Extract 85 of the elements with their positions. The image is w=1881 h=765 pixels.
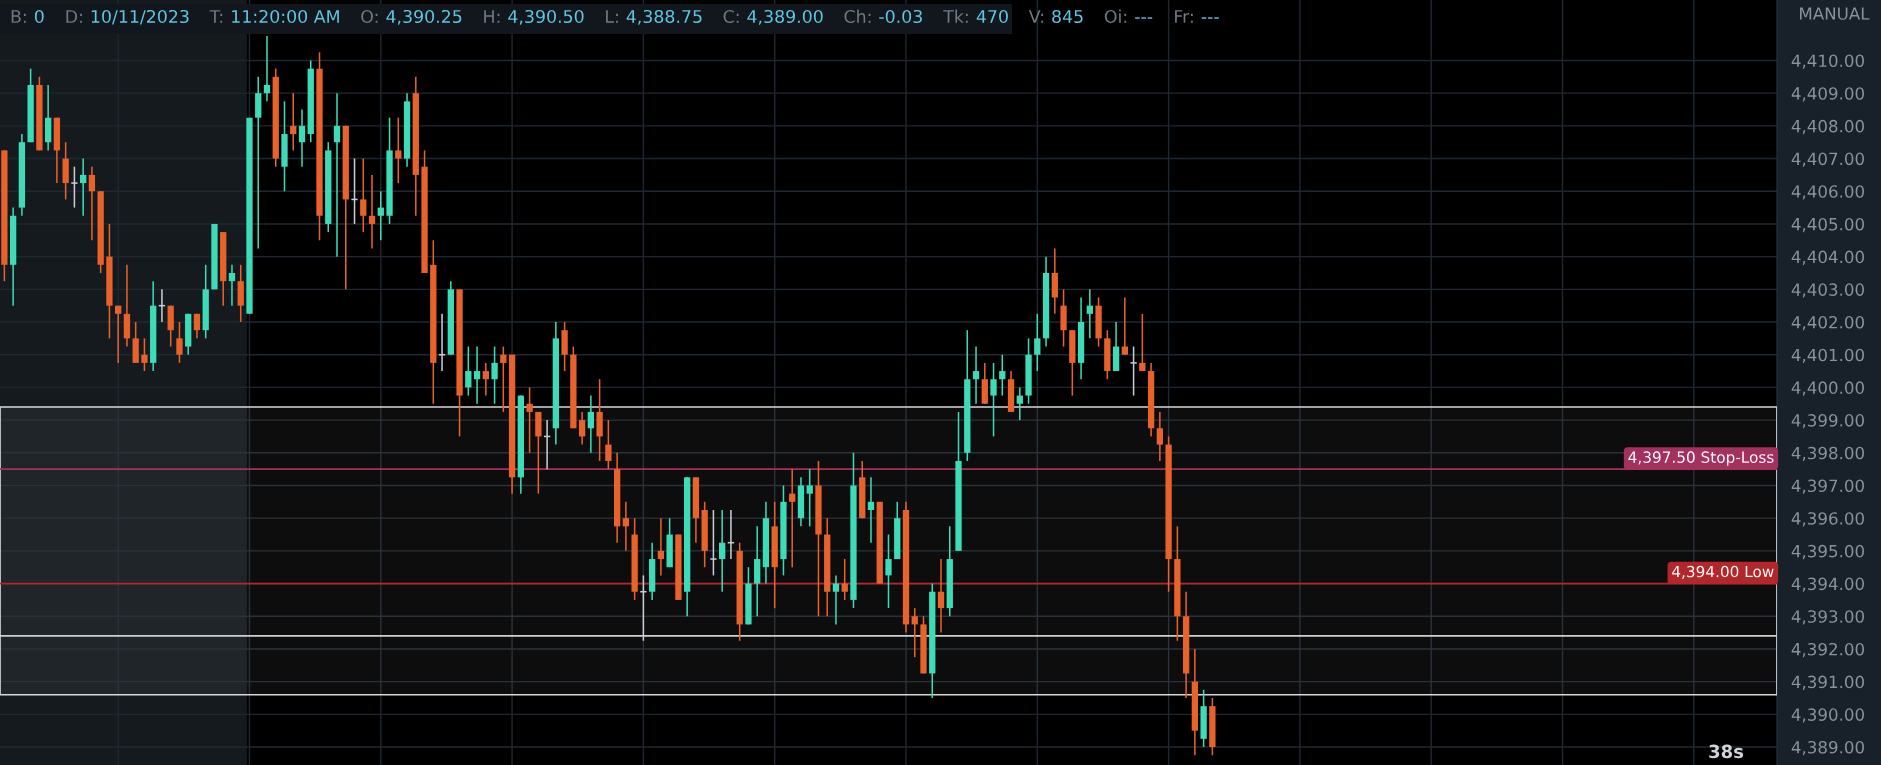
annotation: Tk: 470: [943, 9, 1008, 24]
annotation: O: 4,390.25: [361, 9, 462, 25]
y-tick-label: 4,396.00: [1791, 512, 1864, 527]
y-tick-label: 4,408.00: [1791, 119, 1864, 135]
y-tick-label: 4,405.00: [1791, 217, 1864, 233]
y-tick-label: 4,394.00: [1791, 577, 1864, 592]
candlestick: [395, 116, 402, 184]
candlestick: [605, 419, 612, 470]
candlestick: [578, 411, 586, 446]
candlestick: [70, 165, 79, 209]
candlestick: [115, 304, 122, 364]
y-tick-label: 4,398.00: [1791, 446, 1864, 462]
candlestick: [806, 468, 813, 528]
candlestick: [832, 574, 840, 626]
candlestick: [377, 190, 384, 242]
y-tick-label: 4,400.00: [1791, 381, 1864, 396]
annotation: D: 10/11/2023: [66, 9, 189, 25]
ref-line-label: 4,394.00 Low: [1672, 565, 1774, 579]
ref-line-label: 4,397.50 Stop-Loss: [1628, 451, 1774, 466]
candlestick: [1086, 288, 1093, 340]
y-tick-label: 4,401.00: [1791, 348, 1864, 363]
candlestick: [228, 264, 236, 307]
annotation: T: 11:20:00 AM: [209, 9, 339, 24]
y-tick-label: 4,399.00: [1791, 414, 1864, 429]
y-tick-label: 4,403.00: [1791, 283, 1864, 298]
candlestick: [193, 313, 201, 340]
candlestick: [263, 35, 271, 103]
candlestick: [867, 476, 875, 544]
candlestick: [473, 345, 481, 405]
annotation: Ch: -0.03: [844, 9, 922, 24]
candlestick: [491, 345, 498, 405]
y-tick-label: 4,407.00: [1791, 152, 1864, 167]
y-tick-label: 4,395.00: [1791, 544, 1864, 560]
candlestick: [622, 501, 630, 552]
candlestick: [1139, 313, 1146, 372]
y-tick-label: 4,392.00: [1791, 642, 1864, 658]
candlestick: [657, 517, 665, 577]
candlestick: [972, 345, 980, 405]
y-tick-label: 4,402.00: [1791, 315, 1864, 331]
candlestick: [789, 468, 796, 568]
candlestick: [990, 362, 997, 438]
candlestick: [1129, 345, 1138, 397]
candlestick: [1016, 386, 1023, 421]
candlestick: [298, 108, 306, 168]
annotation: C: 4,389.00: [723, 9, 823, 25]
candlestick: [526, 386, 533, 454]
y-tick-label: 4,409.00: [1791, 87, 1864, 102]
y-tick-label: 4,390.00: [1791, 708, 1864, 723]
candlestick: [709, 509, 718, 577]
candlestick: [482, 362, 489, 397]
annotation: B: 0: [11, 9, 44, 24]
candlestick: [1121, 296, 1128, 356]
y-tick-label: 4,391.00: [1791, 675, 1864, 690]
annotation: Fr: ---: [1175, 10, 1219, 23]
candlestick: [999, 353, 1006, 397]
annotation: V: 845: [1028, 9, 1083, 24]
annotation: 38s: [1709, 744, 1744, 759]
candlestick: [500, 345, 507, 413]
y-tick-label: 4,389.00: [1791, 740, 1864, 756]
candlestick: [368, 174, 376, 250]
candlestick: [176, 321, 183, 364]
annotation: L: 4,388.75: [606, 9, 702, 25]
y-tick-label: 4,410.00: [1791, 54, 1864, 69]
annotation: H: 4,390.50: [484, 9, 584, 25]
candlestick: [841, 558, 848, 601]
annotation: Oi: ---: [1104, 9, 1153, 24]
candlestick: [465, 345, 472, 397]
candlestick: [88, 165, 96, 242]
text: MANUAL: [1800, 7, 1870, 20]
candlestick: [885, 533, 892, 609]
candlestick: [937, 558, 945, 634]
candlestick: [290, 92, 297, 152]
candlestick: [333, 92, 341, 258]
candlestick: [1156, 411, 1163, 462]
y-tick-label: 4,404.00: [1791, 250, 1864, 265]
candlestick: [911, 607, 918, 658]
y-tick-label: 4,397.00: [1791, 479, 1864, 494]
candlestick: [141, 337, 148, 372]
candlestick: [719, 509, 726, 593]
candlestick: [587, 394, 595, 454]
candlestick: [360, 157, 367, 233]
y-tick-label: 4,406.00: [1791, 185, 1864, 200]
candlestick: [1034, 313, 1041, 372]
y-tick-label: 4,393.00: [1791, 610, 1864, 625]
candlestick: [80, 157, 87, 217]
